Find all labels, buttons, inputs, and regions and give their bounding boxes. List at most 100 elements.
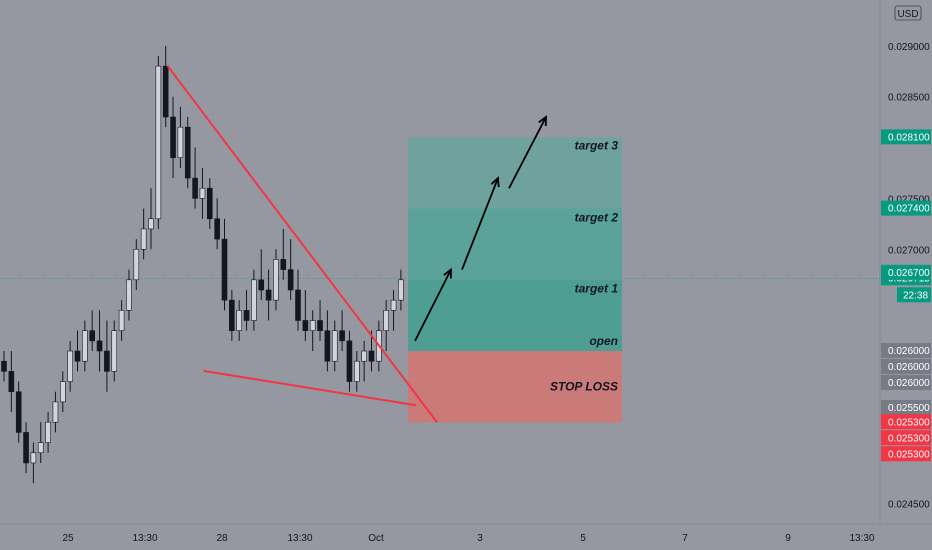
currency-label-text: USD	[897, 9, 918, 20]
price-tick-label: 0.027500	[888, 194, 930, 205]
price-badge-label: 0.025300	[888, 417, 930, 428]
position-zone	[408, 137, 622, 209]
candle-body	[398, 279, 404, 301]
candle-body	[243, 310, 250, 321]
wedge-overlay	[166, 65, 438, 423]
time-tick-label: 9	[785, 533, 791, 544]
price-badge	[881, 264, 931, 280]
open-label: open	[589, 334, 618, 348]
candle-body	[184, 126, 191, 179]
price-badge-label: 0.026700	[888, 268, 930, 279]
price-badge	[881, 446, 931, 462]
price-badge	[881, 129, 931, 145]
candle-body	[162, 65, 169, 118]
candle-body	[229, 299, 235, 331]
price-badge-label: 0.026000	[888, 378, 930, 389]
candle-body	[37, 442, 44, 454]
candle-body	[383, 310, 390, 331]
candle-body	[295, 289, 301, 321]
candle-body	[67, 350, 73, 382]
price-badge-label: 0.027400	[888, 204, 930, 215]
position-zone	[408, 351, 622, 423]
time-tick-label: 5	[580, 533, 586, 544]
candle-body	[287, 269, 294, 291]
candle-body	[368, 350, 375, 362]
zone-label: target 2	[575, 210, 619, 224]
candle-body	[155, 65, 162, 220]
candle-body	[23, 432, 29, 464]
candle-body	[177, 126, 184, 159]
candle-body	[59, 381, 66, 403]
price-badge-label: 0.028100	[888, 132, 930, 143]
candle-body	[170, 116, 176, 159]
candle-body	[199, 187, 206, 199]
candle-body	[390, 299, 397, 311]
candle-body	[133, 248, 140, 281]
currency-label: USD	[894, 5, 922, 21]
candle-body	[148, 218, 154, 230]
time-tick-label: 13:30	[849, 533, 874, 544]
price-tick-label: 0.029000	[888, 42, 930, 53]
candle-body	[258, 279, 265, 291]
candle-body	[324, 330, 331, 362]
price-tick-label: 0.027000	[888, 245, 930, 256]
arrow-head	[490, 176, 500, 188]
candle-body	[207, 187, 213, 220]
candle-body	[331, 330, 338, 362]
candle-body	[8, 371, 15, 393]
countdown-label: 22:38	[903, 290, 928, 301]
candle-body	[126, 279, 132, 311]
price-tick-label: 0.028500	[888, 93, 930, 104]
countdown-badge	[897, 287, 931, 303]
candle-body	[251, 279, 257, 321]
zone-label: STOP LOSS	[550, 380, 618, 394]
time-tick-label: Oct	[368, 533, 384, 544]
candle-body	[1, 360, 7, 372]
price-badge-label: 0.025300	[888, 433, 930, 444]
arrow-segment	[508, 116, 547, 189]
candle-body	[192, 177, 198, 199]
candle-body	[346, 340, 353, 382]
candle-body	[273, 259, 279, 301]
price-axis: 0.029000 0.028500 0.027500 0.027000 0.024500	[888, 42, 930, 511]
wedge-lower-line	[203, 369, 417, 407]
price-badge-label: 0.026000	[888, 362, 930, 373]
price-badge-label: 0.026000	[888, 346, 930, 357]
arrow-head	[538, 115, 547, 127]
arrow-path	[414, 115, 547, 342]
time-axis: 25 13:30 28 13:30 Oct 3 5 7 9 13:30	[62, 533, 875, 544]
price-badge	[881, 375, 931, 391]
price-badge	[881, 399, 931, 415]
candle-body	[104, 350, 110, 372]
time-tick-label: 25	[62, 533, 74, 544]
price-tick-label: 0.024500	[888, 500, 930, 511]
candle-body	[82, 330, 88, 362]
zone-label: target 1	[575, 282, 619, 296]
price-badges: 0.0281000.0274000.0267150.0267000.026000…	[881, 129, 931, 462]
candle-body	[45, 421, 51, 443]
price-badge	[881, 430, 931, 446]
time-tick-label: 13:30	[287, 533, 312, 544]
candle-body	[15, 391, 22, 433]
candle-body	[280, 259, 287, 270]
candle-body	[52, 401, 59, 423]
candle-body	[361, 350, 367, 362]
price-badge-label: 0.025300	[888, 449, 930, 460]
position-zone	[408, 279, 622, 352]
candle-body	[309, 320, 316, 331]
zone-label: target 3	[575, 138, 619, 152]
arrow-segment	[414, 269, 452, 342]
candle-body	[317, 320, 323, 331]
time-tick-label: 28	[216, 533, 228, 544]
price-badge	[881, 200, 931, 216]
time-tick-label: 3	[477, 533, 483, 544]
candle-body	[111, 330, 118, 372]
candle-body	[118, 310, 125, 331]
position-zones: target 3 target 2 target 1 STOP LOSS open	[408, 137, 622, 423]
candle-body	[96, 340, 103, 352]
price-badge	[881, 359, 931, 375]
candle-body	[339, 330, 345, 342]
candle-body	[89, 330, 95, 342]
candle-body	[30, 452, 37, 464]
